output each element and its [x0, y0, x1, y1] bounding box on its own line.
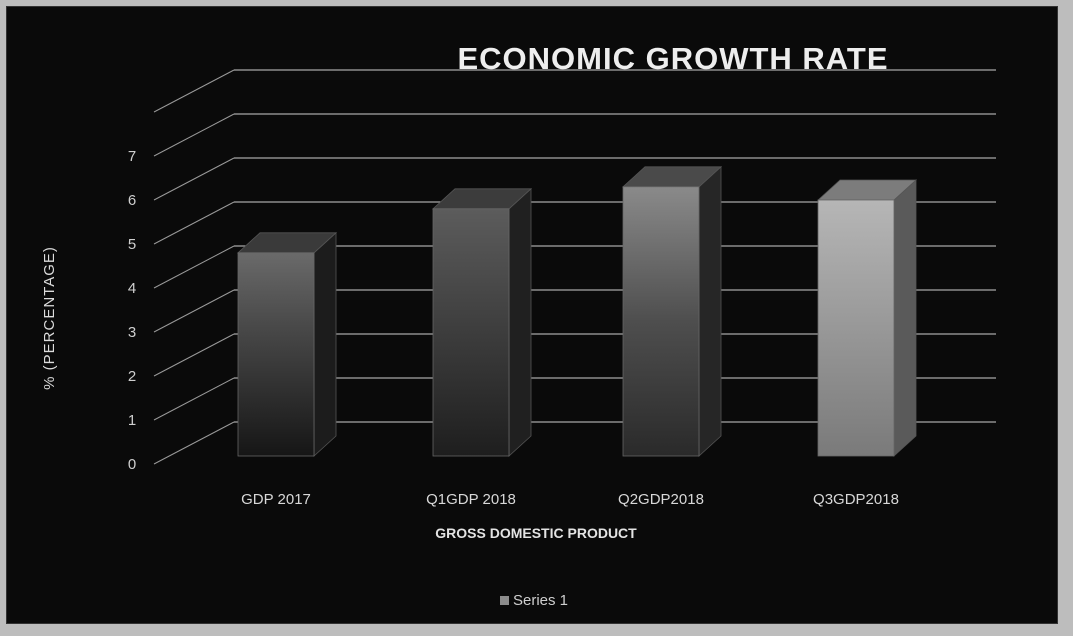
bar	[236, 231, 338, 457]
bar	[431, 187, 533, 457]
bar	[816, 179, 918, 457]
x-tick-label: Q2GDP2018	[618, 491, 704, 508]
y-tick-label: 7	[128, 148, 136, 165]
bar-chart: ECONOMIC GROWTH RATE GROSS DOMESTIC PROD…	[41, 41, 996, 609]
bar-side	[508, 187, 532, 457]
y-axis-title: % (PERCENTAGE)	[41, 246, 58, 390]
bar-side	[893, 179, 917, 457]
bar-front	[237, 252, 315, 457]
gridline-side	[153, 113, 235, 157]
gridline-side	[153, 69, 235, 113]
y-tick-label: 4	[128, 280, 136, 297]
chart-frame: ECONOMIC GROWTH RATE GROSS DOMESTIC PROD…	[6, 6, 1058, 624]
y-tick-label: 0	[128, 456, 136, 473]
bar-side	[698, 165, 722, 457]
x-tick-label: Q1GDP 2018	[426, 491, 516, 508]
gridline-side	[153, 377, 235, 421]
x-tick-label: Q3GDP2018	[813, 491, 899, 508]
x-tick-label: GDP 2017	[241, 491, 311, 508]
bar	[621, 165, 723, 457]
y-tick-label: 3	[128, 324, 136, 341]
y-tick-label: 2	[128, 368, 136, 385]
gridline-side	[153, 201, 235, 245]
y-tick-label: 6	[128, 192, 136, 209]
bar-front	[622, 186, 700, 457]
bar-front	[817, 199, 895, 457]
bars	[236, 165, 918, 457]
gridline-side	[153, 157, 235, 201]
x-axis-title: GROSS DOMESTIC PRODUCT	[435, 525, 637, 541]
y-tick-label: 5	[128, 236, 136, 253]
labels: ECONOMIC GROWTH RATE GROSS DOMESTIC PROD…	[41, 41, 899, 609]
gridline-side	[153, 421, 235, 465]
legend-swatch	[500, 596, 509, 605]
chart-title: ECONOMIC GROWTH RATE	[457, 41, 888, 76]
gridline-side	[153, 289, 235, 333]
legend-label: Series 1	[513, 592, 568, 609]
legend: Series 1	[500, 592, 568, 609]
gridline-side	[153, 333, 235, 377]
y-tick-label: 1	[128, 412, 136, 429]
gridline-side	[153, 245, 235, 289]
bar-front	[432, 208, 510, 457]
bar-side	[313, 231, 337, 457]
